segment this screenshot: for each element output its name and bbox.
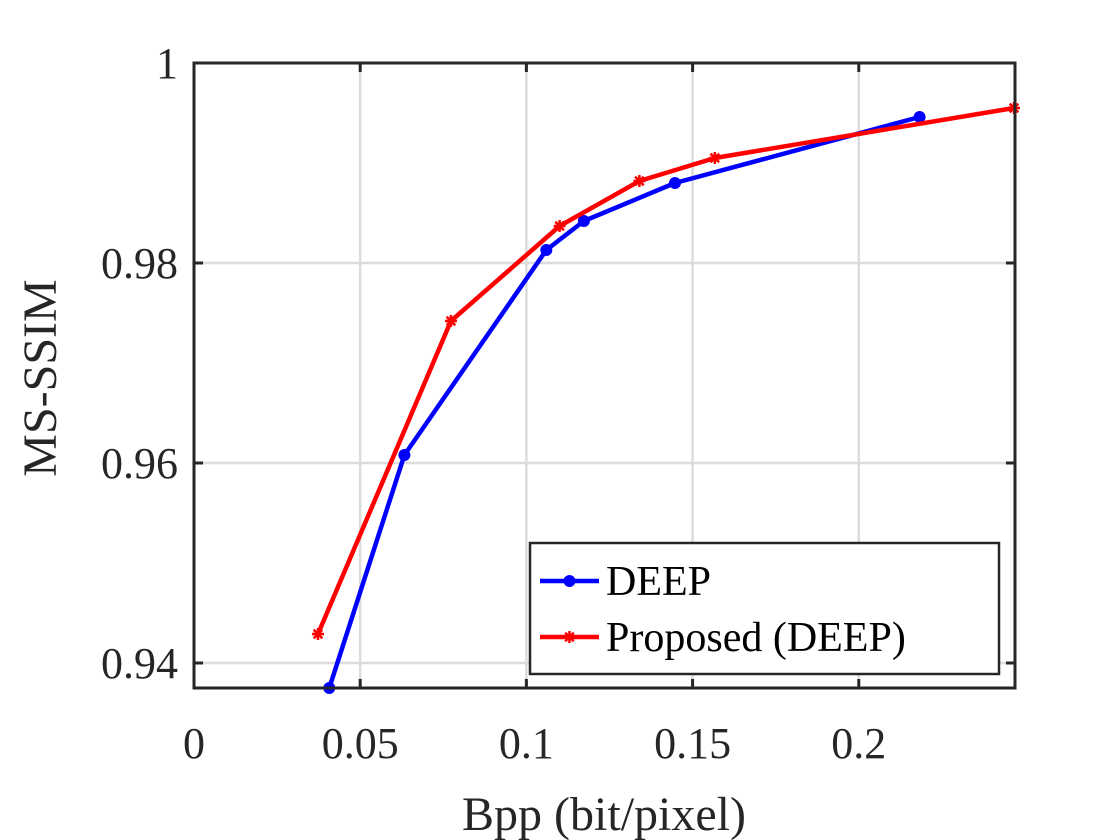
asterisk-marker-icon: [444, 315, 457, 327]
legend-marker: [563, 575, 576, 587]
plot-area-frame: [192, 61, 1017, 690]
x-axis-label: Bpp (bit/pixel): [462, 788, 746, 840]
y-tick-label: 0.96: [101, 439, 178, 488]
asterisk-marker-icon: [563, 631, 576, 643]
asterisk-marker-icon: [708, 152, 721, 164]
data-point: [708, 152, 721, 164]
y-tick-label: 0.94: [101, 639, 178, 688]
legend: DEEP Proposed (DEEP): [528, 541, 1001, 676]
series-line: [315, 105, 1015, 635]
legend-box: [528, 541, 1001, 676]
tick-marks: [192, 61, 1015, 688]
data-point: [668, 177, 681, 189]
data-point: [553, 220, 566, 232]
legend-marker: [563, 631, 576, 643]
y-tick-label: 0.98: [101, 239, 178, 288]
data-point: [913, 111, 926, 123]
x-tick-label: 0.05: [322, 719, 399, 768]
series-layer: [311, 102, 1020, 694]
legend-item: Proposed (DEEP): [540, 615, 906, 661]
y-tick-label: 1: [156, 39, 178, 88]
data-point: [540, 244, 553, 256]
data-point: [311, 628, 324, 640]
legend-label: DEEP: [606, 559, 711, 605]
y-axis-label: MS-SSIM: [14, 279, 67, 476]
x-tick-labels: 0 0.05 0.1 0.15 0.2: [183, 719, 886, 768]
series-line: [327, 114, 921, 689]
series-proposed-deep: [311, 102, 1020, 640]
data-point: [633, 175, 646, 187]
x-tick-label: 0.1: [499, 719, 554, 768]
data-point: [444, 315, 457, 327]
x-tick-label: 0: [183, 719, 205, 768]
data-point: [577, 215, 590, 227]
legend-items: DEEP Proposed (DEEP): [540, 559, 906, 661]
asterisk-marker-icon: [553, 220, 566, 232]
x-tick-label: 0.2: [831, 719, 886, 768]
asterisk-marker-icon: [311, 628, 324, 640]
data-point: [398, 449, 411, 461]
asterisk-marker-icon: [633, 175, 646, 187]
y-tick-labels: 0.94 0.96 0.98 1: [101, 39, 178, 688]
legend-label: Proposed (DEEP): [606, 615, 906, 661]
x-tick-label: 0.15: [654, 719, 731, 768]
series-deep: [323, 111, 926, 694]
legend-item: DEEP: [540, 559, 711, 605]
